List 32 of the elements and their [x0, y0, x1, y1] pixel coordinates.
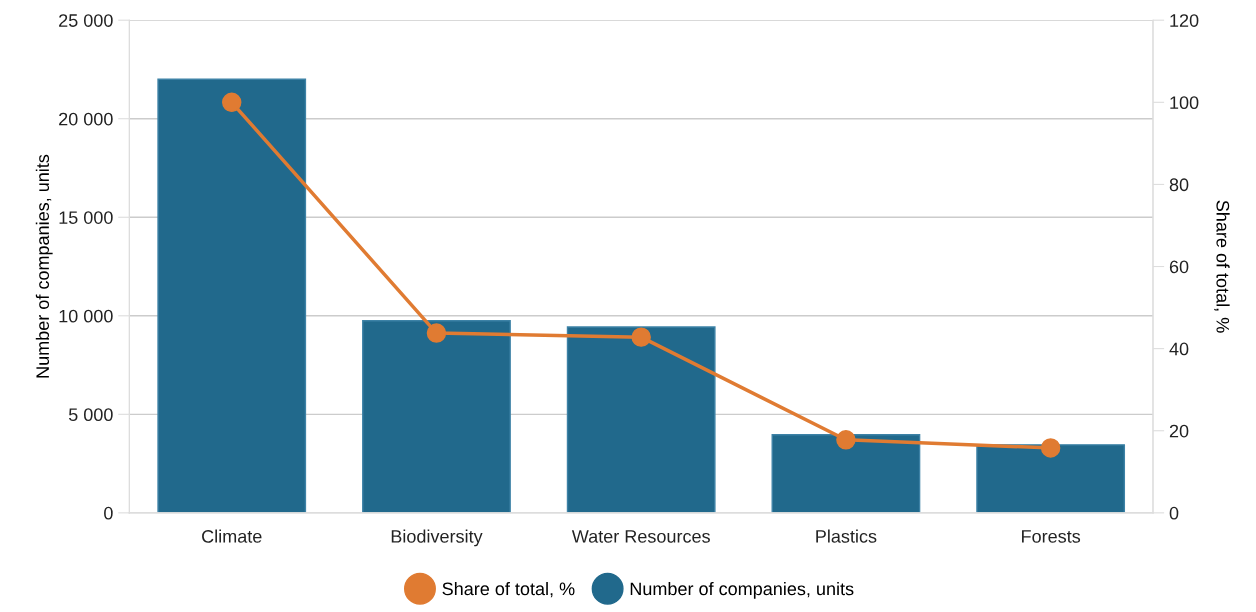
y2-tick-label: 120 [1170, 14, 1199, 27]
y2-tick-label: 100 [1170, 96, 1199, 110]
x-tick-label: Climate [202, 529, 262, 543]
y2-tick-label: 60 [1169, 260, 1189, 274]
y2-tick-label: 80 [1169, 178, 1189, 192]
point [426, 323, 447, 343]
y-tick-label: 20 000 [59, 112, 113, 126]
bar [362, 320, 511, 513]
y-tick-label: 15 000 [59, 211, 113, 224]
y-tick-label: 5 000 [68, 408, 113, 422]
point [836, 430, 856, 450]
bar [976, 444, 1126, 513]
y-axis-title: Number of companies, units [35, 154, 53, 378]
x-tick-label: Water Resources [571, 530, 710, 543]
y-tick-label: 25 000 [59, 14, 113, 27]
point [631, 327, 651, 347]
point [1040, 438, 1061, 458]
x-tick-label: Plastics [816, 529, 877, 543]
legend-label: Number of companies, units [630, 581, 854, 599]
x-tick-label: Biodiversity [391, 529, 483, 547]
bar [771, 434, 921, 513]
y-tick-label: 0 [104, 506, 113, 520]
point [222, 92, 242, 113]
y-tick-label: 10 000 [59, 309, 113, 323]
bar [566, 326, 716, 513]
y2-tick-label: 20 [1169, 424, 1189, 438]
legend-label: Share of total, % [442, 581, 575, 598]
x-tick-label: Forests [1022, 530, 1081, 543]
y2-axis-title: Share of total, % [1214, 200, 1230, 333]
bar [157, 78, 307, 513]
y2-tick-label: 0 [1169, 506, 1179, 520]
y2-tick-label: 40 [1169, 342, 1189, 356]
